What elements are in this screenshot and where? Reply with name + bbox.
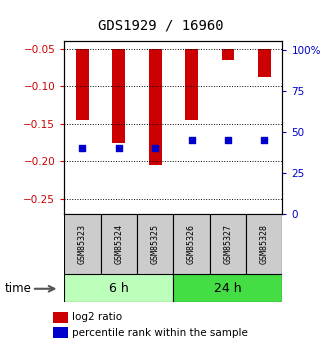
Bar [210,214,246,274]
Bar [64,274,173,302]
Point [262,137,267,143]
Bar [173,274,282,302]
Point [225,137,230,143]
Bar [53,327,68,338]
Text: log2 ratio: log2 ratio [72,312,122,322]
Bar [258,49,271,77]
Text: GSM85324: GSM85324 [114,224,123,264]
Bar [64,214,100,274]
Bar [112,49,125,142]
Bar [221,49,234,60]
Bar [100,214,137,274]
Text: GSM85325: GSM85325 [151,224,160,264]
Bar [149,49,161,165]
Point [189,137,194,143]
Point [80,146,85,151]
Bar [137,214,173,274]
Text: 6 h: 6 h [109,282,129,295]
Text: 24 h: 24 h [214,282,242,295]
Bar [246,214,282,274]
Text: GSM85327: GSM85327 [223,224,232,264]
Text: GDS1929 / 16960: GDS1929 / 16960 [98,19,223,33]
Text: GSM85328: GSM85328 [260,224,269,264]
Text: GSM85326: GSM85326 [187,224,196,264]
Text: GSM85323: GSM85323 [78,224,87,264]
Text: percentile rank within the sample: percentile rank within the sample [72,328,248,337]
Bar [185,49,198,120]
Point [152,146,158,151]
Point [116,146,121,151]
Text: time: time [5,282,32,295]
Bar [76,49,89,120]
Bar [173,214,210,274]
Bar [53,312,68,323]
